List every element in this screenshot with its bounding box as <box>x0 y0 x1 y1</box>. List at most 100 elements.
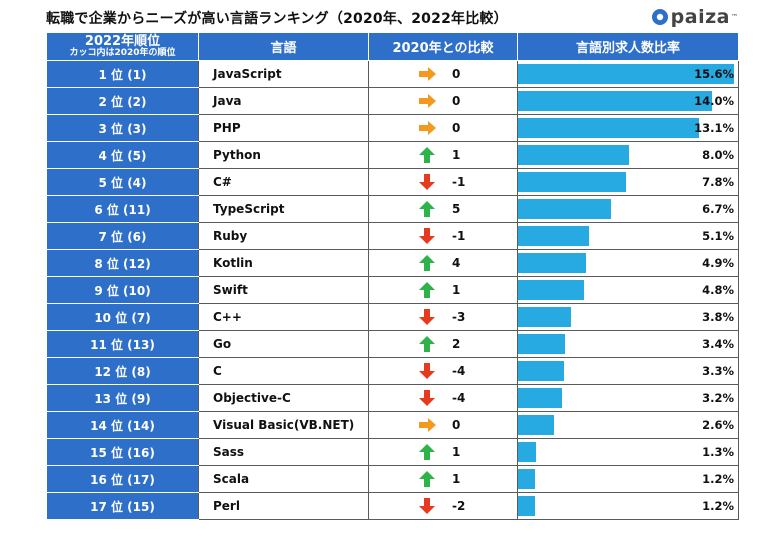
ratio-bar <box>518 64 734 84</box>
ratio-bar <box>518 226 589 246</box>
table-row: 7 位 (6) Ruby -1 5.1% <box>46 222 739 250</box>
ratio-label: 3.3% <box>702 364 734 378</box>
language-cell: Ruby <box>198 222 369 250</box>
up-arrow-icon <box>418 282 436 298</box>
rank-cell: 15 位 (16) <box>46 438 199 466</box>
ratio-cell: 4.9% <box>517 249 739 277</box>
language-cell: Visual Basic(VB.NET) <box>198 411 369 439</box>
ratio-bar <box>518 334 565 354</box>
change-value: 1 <box>452 445 461 459</box>
rank-cell: 10 位 (7) <box>46 303 199 331</box>
table-row: 14 位 (14) Visual Basic(VB.NET) 0 2.6% <box>46 411 739 439</box>
ratio-cell: 13.1% <box>517 114 739 142</box>
table-row: 5 位 (4) C# -1 7.8% <box>46 168 739 196</box>
change-cell: -4 <box>368 384 518 412</box>
rank-cell: 11 位 (13) <box>46 330 199 358</box>
header-ratio: 言語別求人数比率 <box>517 32 739 61</box>
ratio-bar <box>518 253 586 273</box>
right-arrow-icon <box>418 417 436 433</box>
language-cell: Python <box>198 141 369 169</box>
rank-cell: 8 位 (12) <box>46 249 199 277</box>
change-value: 1 <box>452 283 461 297</box>
language-cell: Perl <box>198 492 369 520</box>
ratio-label: 1.3% <box>702 445 734 459</box>
language-cell: Sass <box>198 438 369 466</box>
down-arrow-icon <box>418 363 436 379</box>
table-row: 8 位 (12) Kotlin 4 4.9% <box>46 249 739 277</box>
language-cell: C# <box>198 168 369 196</box>
language-cell: PHP <box>198 114 369 142</box>
ratio-label: 15.6% <box>694 67 734 81</box>
language-cell: C <box>198 357 369 385</box>
ratio-cell: 2.6% <box>517 411 739 439</box>
change-cell: 1 <box>368 141 518 169</box>
header-rank-main: 2022年順位 <box>84 33 161 49</box>
change-value: 1 <box>452 148 461 162</box>
change-cell: 2 <box>368 330 518 358</box>
rank-cell: 12 位 (8) <box>46 357 199 385</box>
table-row: 4 位 (5) Python 1 8.0% <box>46 141 739 169</box>
ratio-cell: 1.3% <box>517 438 739 466</box>
change-value: 4 <box>452 256 461 270</box>
ratio-cell: 3.2% <box>517 384 739 412</box>
table-row: 11 位 (13) Go 2 3.4% <box>46 330 739 358</box>
language-cell: Kotlin <box>198 249 369 277</box>
ratio-label: 6.7% <box>702 202 734 216</box>
ratio-bar <box>518 442 536 462</box>
rank-cell: 13 位 (9) <box>46 384 199 412</box>
change-value: 0 <box>452 418 461 432</box>
ratio-cell: 7.8% <box>517 168 739 196</box>
ratio-bar <box>518 280 584 300</box>
ratio-label: 4.9% <box>702 256 734 270</box>
right-arrow-icon <box>418 120 436 136</box>
change-cell: 4 <box>368 249 518 277</box>
change-value: 0 <box>452 121 461 135</box>
change-value: 5 <box>452 202 461 216</box>
up-arrow-icon <box>418 147 436 163</box>
change-value: 1 <box>452 472 461 486</box>
table-row: 6 位 (11) TypeScript 5 6.7% <box>46 195 739 223</box>
ratio-bar <box>518 145 629 165</box>
ratio-cell: 8.0% <box>517 141 739 169</box>
change-value: -4 <box>452 391 466 405</box>
change-value: -1 <box>452 175 466 189</box>
header-rank-sub: カッコ内は2020年の順位 <box>69 47 176 58</box>
language-cell: Objective-C <box>198 384 369 412</box>
change-cell: -3 <box>368 303 518 331</box>
table-row: 13 位 (9) Objective-C -4 3.2% <box>46 384 739 412</box>
rank-cell: 16 位 (17) <box>46 465 199 493</box>
rank-cell: 6 位 (11) <box>46 195 199 223</box>
down-arrow-icon <box>418 228 436 244</box>
chart-title: 転職で企業からニーズが高い言語ランキング（2020年、2022年比較） <box>46 11 508 27</box>
ratio-label: 8.0% <box>702 148 734 162</box>
change-cell: -1 <box>368 222 518 250</box>
ratio-label: 4.8% <box>702 283 734 297</box>
change-value: -2 <box>452 499 466 513</box>
table-header-row: 2022年順位 カッコ内は2020年の順位 言語 2020年との比較 言語別求人… <box>46 32 739 61</box>
table-row: 9 位 (10) Swift 1 4.8% <box>46 276 739 304</box>
change-value: -1 <box>452 229 466 243</box>
rank-cell: 2 位 (2) <box>46 87 199 115</box>
change-cell: 0 <box>368 60 518 88</box>
right-arrow-icon <box>418 66 436 82</box>
language-cell: JavaScript <box>198 60 369 88</box>
ratio-cell: 14.0% <box>517 87 739 115</box>
ratio-label: 1.2% <box>702 472 734 486</box>
table-row: 17 位 (15) Perl -2 1.2% <box>46 492 739 520</box>
up-arrow-icon <box>418 255 436 271</box>
ratio-cell: 3.3% <box>517 357 739 385</box>
ratio-bar <box>518 118 699 138</box>
up-arrow-icon <box>418 201 436 217</box>
change-cell: -1 <box>368 168 518 196</box>
change-cell: 1 <box>368 438 518 466</box>
ratio-cell: 3.8% <box>517 303 739 331</box>
table-row: 15 位 (16) Sass 1 1.3% <box>46 438 739 466</box>
change-value: 0 <box>452 67 461 81</box>
ratio-cell: 15.6% <box>517 60 739 88</box>
change-cell: 0 <box>368 411 518 439</box>
table-row: 10 位 (7) C++ -3 3.8% <box>46 303 739 331</box>
right-arrow-icon <box>418 93 436 109</box>
rank-cell: 5 位 (4) <box>46 168 199 196</box>
table-row: 1 位 (1) JavaScript 0 15.6% <box>46 60 739 88</box>
logo-text: paiza <box>670 6 730 28</box>
